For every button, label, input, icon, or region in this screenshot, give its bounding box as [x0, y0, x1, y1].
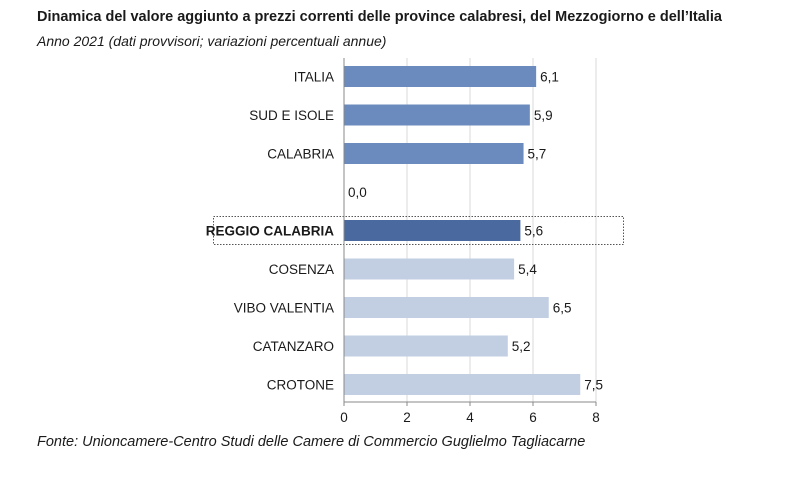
value-label: 6,1: [540, 70, 559, 85]
category-label: CROTONE: [267, 378, 334, 393]
source-note: Fonte: Unioncamere-Centro Studi delle Ca…: [37, 434, 586, 450]
value-label: 5,6: [524, 224, 543, 239]
bar: [344, 220, 521, 241]
x-tick-label: 4: [466, 410, 474, 425]
bar: [344, 374, 581, 395]
category-label: CATANZARO: [253, 339, 334, 354]
x-tick-label: 6: [529, 410, 537, 425]
bar: [344, 335, 508, 357]
bar: [344, 104, 530, 126]
x-tick-label: 8: [592, 410, 600, 425]
value-label: 5,9: [534, 108, 553, 123]
chart-subtitle: Anno 2021 (dati provvisori; variazioni p…: [37, 33, 387, 49]
x-tick-label: 0: [340, 410, 348, 425]
category-label: SUD E ISOLE: [249, 108, 334, 123]
value-label: 0,0: [348, 185, 367, 200]
value-label: 5,2: [512, 339, 531, 354]
category-label: VIBO VALENTIA: [234, 301, 334, 316]
bar: [344, 258, 515, 280]
category-label: REGGIO CALABRIA: [206, 224, 335, 239]
category-label: CALABRIA: [267, 147, 334, 162]
bar: [344, 297, 549, 318]
category-label: ITALIA: [294, 70, 334, 85]
value-label: 5,4: [518, 262, 537, 277]
x-tick-label: 2: [403, 410, 411, 425]
value-label: 6,5: [553, 301, 572, 316]
bar: [344, 143, 524, 164]
chart-title: Dinamica del valore aggiunto a prezzi co…: [37, 9, 722, 25]
highlight-box: [213, 216, 624, 245]
value-label: 7,5: [584, 378, 603, 393]
value-label: 5,7: [528, 147, 547, 162]
bar: [344, 66, 537, 87]
category-label: COSENZA: [269, 262, 334, 277]
